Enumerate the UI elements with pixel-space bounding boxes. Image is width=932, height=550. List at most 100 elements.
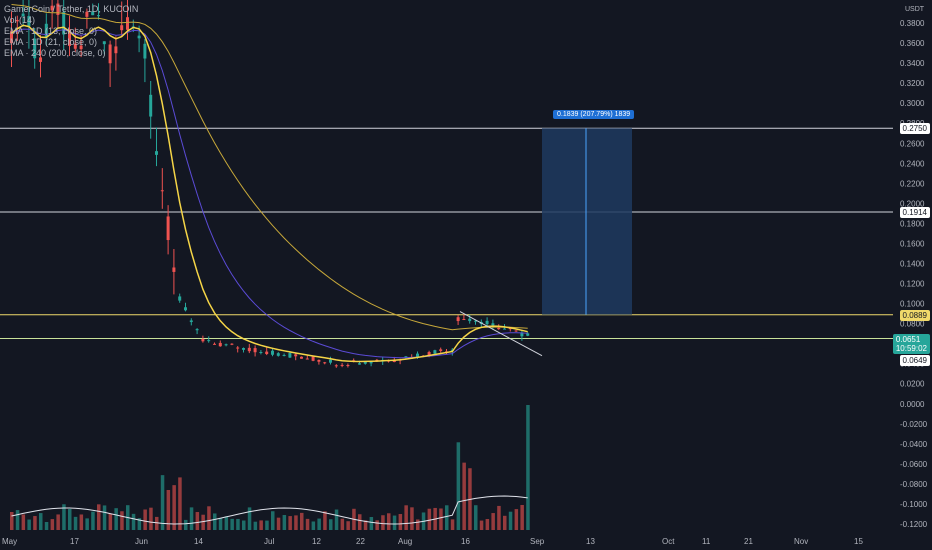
candle-body [358,363,361,365]
volume-bar [404,505,408,530]
volume-bar [50,519,55,530]
candle-body [21,13,25,17]
candle-body [201,338,205,342]
y-tick-label: 0.2000 [900,199,925,208]
candle-body [15,19,19,22]
volume-bar [427,508,432,530]
volume-bar [230,518,234,530]
volume-bar [305,518,310,530]
countdown: 10:59:02 [895,344,927,353]
measure-label: 0.1839 (207.79%) 1839 [553,110,635,119]
legend-vol: Vol (14) [4,15,36,25]
candle-body [44,23,48,38]
legend-title: GamerCoin / Tether, 1D, KUCOIN [4,4,139,14]
candle-body [137,35,141,39]
volume-bar [514,509,519,530]
volume-bar [276,517,281,530]
candle-body [27,16,31,27]
candle-body [329,359,332,363]
candle-body [311,356,315,361]
price-tag-level2: 0.1914 [899,207,930,218]
volume-bar [85,518,89,530]
candle-body [207,340,211,342]
volume-bar [236,518,240,530]
volume-bar [62,504,66,530]
y-tick-label: 0.3000 [900,99,925,108]
y-tick-label: 0.1800 [900,219,925,228]
volume-bar [311,521,316,530]
volume-bar [27,519,31,530]
volume-bar [503,515,507,530]
candle-body [369,361,373,364]
candle-body [79,45,83,50]
candle-body [300,356,303,359]
volume-bar [450,519,455,530]
candle-body [334,365,338,367]
candle-body [108,44,112,64]
volume-bar [131,513,136,530]
volume-bar [195,512,200,530]
y-tick-label: 0.2400 [900,159,925,168]
candle-body [39,57,42,62]
y-tick-label: -0.1200 [900,520,928,529]
volume-bar [259,520,263,530]
y-tick-label: 0.3600 [900,39,925,48]
candle-body [155,151,158,155]
candle-body [143,43,147,59]
y-tick-label: 0.1600 [900,239,925,248]
volume-bar [358,514,362,530]
y-tick-label: 0.0000 [900,400,925,409]
volume-bar [416,519,420,530]
candle-body [474,320,477,322]
x-tick-label: 15 [854,537,863,546]
volume-bar [68,508,72,530]
candle-body [73,43,77,49]
x-tick-label: 22 [356,537,365,546]
candle-body [520,332,524,337]
volume-bar [247,507,252,530]
y-tick-label: -0.0600 [900,460,928,469]
volume-bar [143,509,147,530]
candle-body [456,317,460,322]
price-tag-level1: 0.0889 [899,310,930,321]
candle-body [294,354,298,357]
volume-bar [445,505,449,530]
volume-bar [224,516,229,530]
x-tick-label: Nov [794,537,808,546]
candle-body [230,343,234,345]
volume-bar [300,512,304,530]
candle-body [68,29,71,46]
candle-body [363,361,367,364]
volume-bar [491,513,495,530]
candle-body [33,38,37,59]
candle-body [91,11,95,16]
candle-body [271,350,274,355]
candle-body [166,216,170,241]
volume-bar [91,511,95,530]
volume-bar [178,477,182,530]
volume-bar [387,513,391,530]
x-tick-label: 12 [312,537,321,546]
volume-bar [294,515,298,530]
volume-bar [317,518,321,530]
candle-body [485,320,489,325]
y-tick-label: 0.1000 [900,300,925,309]
volume-bar [102,505,107,530]
x-tick-label: 13 [586,537,595,546]
candle-body [433,350,437,354]
price-tag-current: 0.0651 10:59:02 [892,334,930,354]
volume-bar [56,514,60,530]
candle-body [120,25,124,31]
volume-bar [120,511,124,530]
volume-bar [265,520,269,530]
volume-bar [15,510,20,530]
ema21-line [11,28,528,359]
candle-body [102,41,106,45]
candle-body [253,348,257,353]
candle-body [404,356,408,358]
volume-bar [485,519,490,530]
volume-bar [520,504,524,530]
volume-bar [398,514,403,530]
candle-body [213,343,216,345]
